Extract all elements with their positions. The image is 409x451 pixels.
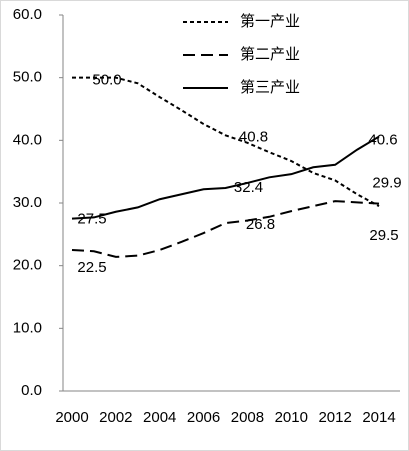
- y-tick-label: 30.0: [13, 194, 42, 211]
- data-label: 29.5: [369, 227, 398, 244]
- y-tick-label: 50.0: [13, 69, 42, 86]
- y-tick-label: 10.0: [13, 319, 42, 336]
- x-tick-label: 2008: [231, 409, 264, 426]
- legend-label: 第二产业: [240, 45, 300, 63]
- x-tick-label: 2014: [362, 409, 395, 426]
- x-tick-label: 2004: [143, 409, 176, 426]
- data-label: 22.5: [77, 259, 106, 276]
- data-label: 29.9: [372, 175, 401, 192]
- legend-label: 第一产业: [240, 12, 300, 30]
- x-tick-label: 2000: [55, 409, 88, 426]
- x-tick-label: 2012: [318, 409, 351, 426]
- x-tick-label: 2006: [187, 409, 220, 426]
- y-tick-label: 40.0: [13, 131, 42, 148]
- x-tick-label: 2010: [275, 409, 308, 426]
- data-label: 50.0: [92, 72, 121, 89]
- data-label: 27.5: [77, 211, 106, 228]
- legend-label: 第三产业: [240, 78, 300, 96]
- data-label: 32.4: [234, 179, 263, 196]
- data-label: 26.8: [246, 216, 275, 233]
- data-label: 40.6: [368, 132, 397, 149]
- series-line: [72, 76, 380, 208]
- y-tick-label: 20.0: [13, 257, 42, 274]
- y-tick-label: 0.0: [21, 382, 42, 399]
- x-tick-label: 2002: [99, 409, 132, 426]
- data-label: 40.8: [239, 128, 268, 145]
- y-tick-label: 60.0: [13, 6, 42, 23]
- series-line: [71, 135, 380, 220]
